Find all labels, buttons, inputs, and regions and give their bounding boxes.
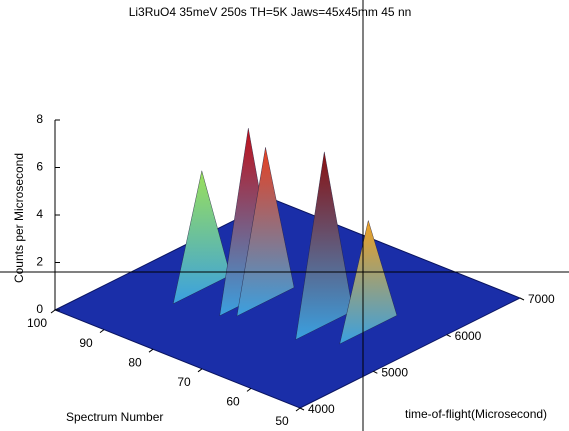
peak: [236, 147, 295, 317]
z-axis-label: Counts per Microsecond: [12, 153, 26, 283]
y-tick: [50, 309, 56, 314]
x-tick: [299, 407, 305, 411]
x-tick: [519, 297, 525, 301]
y-axis-label: Spectrum Number: [66, 410, 163, 424]
y-tick-label: 90: [79, 336, 93, 350]
y-tick: [148, 348, 154, 353]
x-tick-label: 5000: [381, 366, 408, 380]
y-tick-label: 60: [226, 395, 240, 409]
y-tick-label: 100: [27, 316, 47, 330]
x-tick-label: 6000: [455, 329, 482, 343]
plot-area: 0 2 4 6 8 100 90 80 70 60 50 4000 5000 6000 7000: [27, 112, 555, 428]
y-tick: [197, 368, 203, 373]
z-tick-label: 4: [36, 207, 43, 221]
y-tick-label: 50: [275, 414, 289, 428]
chart-title: Li3RuO4 35meV 250s TH=5K Jaws=45x45mm 45…: [129, 5, 412, 19]
z-tick-label: 6: [36, 160, 43, 174]
x-tick: [373, 370, 378, 374]
x-axis-label: time-of-flight(Microsecond): [405, 407, 547, 421]
y-tick: [295, 407, 301, 412]
x-tick: [446, 334, 451, 338]
x-tick-label: 7000: [528, 292, 555, 306]
z-tick-label: 2: [36, 255, 43, 269]
peak: [172, 170, 231, 305]
y-tick: [99, 329, 105, 334]
peak: [295, 151, 354, 340]
peak: [339, 219, 398, 345]
y-tick: [246, 387, 252, 392]
z-tick-label: 8: [36, 112, 43, 126]
y-tick-label: 80: [128, 355, 142, 369]
z-tick-label: 0: [36, 302, 43, 316]
x-tick-label: 4000: [308, 402, 335, 416]
y-tick-label: 70: [177, 375, 191, 389]
